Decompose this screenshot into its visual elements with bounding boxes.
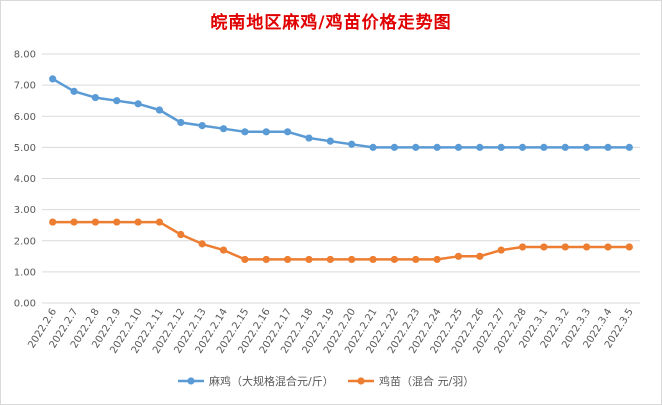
legend-item: 鸡苗（混合 元/羽）: [348, 374, 474, 388]
data-point: [476, 143, 484, 151]
data-point: [390, 143, 398, 151]
data-point: [219, 246, 228, 254]
data-point: [497, 143, 505, 151]
data-point: [155, 218, 164, 226]
data-point: [177, 230, 185, 239]
data-point: [412, 143, 420, 151]
data-point: [70, 218, 78, 226]
data-point: [284, 128, 292, 136]
data-point: [476, 252, 484, 260]
legend-swatch-marker: [357, 377, 365, 385]
data-point: [433, 255, 441, 264]
data-point: [540, 243, 548, 251]
data-point: [70, 87, 78, 95]
data-point: [412, 255, 420, 264]
data-point: [198, 240, 206, 248]
data-point: [583, 243, 591, 251]
y-tick-label: 2.00: [14, 236, 36, 247]
x-axis-ticks: 2022.2.62022.2.72022.2.82022.2.92022.2.1…: [26, 307, 636, 356]
data-point: [348, 140, 356, 148]
data-point: [326, 255, 334, 264]
legend-item: 麻鸡（大规格混合元/斤）: [178, 374, 334, 388]
series-2: [49, 218, 633, 264]
y-tick-label: 4.00: [14, 174, 36, 185]
data-point: [433, 143, 441, 151]
data-point: [113, 218, 121, 226]
y-tick-label: 6.00: [14, 112, 36, 123]
data-point: [49, 75, 57, 83]
data-point: [348, 255, 356, 264]
data-point: [625, 243, 633, 251]
data-point: [604, 243, 612, 251]
y-axis-ticks: 0.00 1.00 2.00 3.00 4.00 5.00 6.00 7.00 8.00: [14, 50, 36, 310]
data-point: [518, 143, 527, 151]
series-line: [52, 220, 630, 261]
data-point: [49, 218, 57, 226]
data-point: [198, 121, 206, 130]
data-point: [454, 143, 463, 151]
data-point: [326, 137, 334, 145]
data-point: [583, 143, 591, 151]
data-point: [604, 143, 612, 151]
data-point: [91, 218, 99, 226]
data-point: [540, 143, 548, 151]
data-point: [561, 143, 569, 151]
data-point: [134, 218, 142, 226]
y-tick-label: 5.00: [14, 143, 36, 154]
data-point: [454, 252, 463, 260]
data-point: [241, 128, 249, 136]
chart-title: 皖南地区麻鸡/鸡苗价格走势图: [210, 13, 452, 33]
data-point: [284, 255, 292, 264]
data-point: [518, 243, 527, 251]
data-point: [91, 93, 99, 102]
y-tick-label: 1.00: [14, 267, 36, 278]
data-point: [625, 143, 633, 151]
series-layer: [49, 75, 633, 264]
data-point: [390, 255, 398, 264]
data-point: [262, 128, 270, 136]
data-point: [369, 255, 377, 264]
data-point: [305, 255, 313, 264]
data-point: [262, 255, 270, 264]
data-point: [219, 125, 228, 133]
legend: 麻鸡（大规格混合元/斤） 鸡苗（混合 元/羽）: [178, 374, 474, 388]
data-point: [497, 246, 505, 254]
y-tick-label: 7.00: [14, 81, 36, 92]
gridlines: [42, 53, 640, 304]
y-tick-label: 3.00: [14, 205, 36, 216]
data-point: [369, 143, 377, 151]
legend-label: 鸡苗（混合 元/羽）: [379, 374, 474, 388]
series-line: [52, 77, 630, 149]
legend-swatch-marker: [187, 377, 195, 385]
series-1: [49, 75, 633, 151]
data-point: [113, 97, 121, 105]
data-point: [177, 118, 185, 127]
data-point: [241, 255, 249, 264]
data-point: [155, 106, 164, 114]
legend-label: 麻鸡（大规格混合元/斤）: [209, 374, 334, 388]
y-tick-label: 0.00: [14, 299, 36, 310]
data-point: [134, 100, 142, 108]
y-tick-label: 8.00: [14, 50, 36, 61]
data-point: [561, 243, 569, 251]
data-point: [305, 134, 313, 142]
